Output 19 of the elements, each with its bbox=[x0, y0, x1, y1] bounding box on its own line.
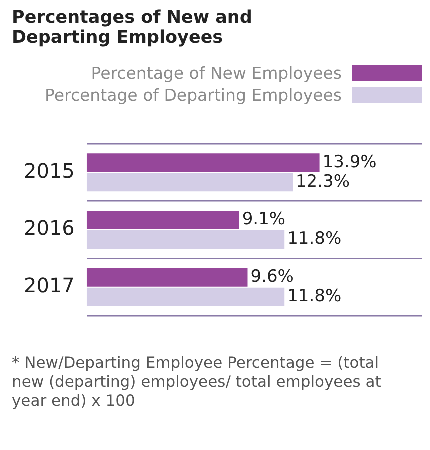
data-label: 9.6% bbox=[250, 267, 294, 288]
data-label: 11.8% bbox=[288, 229, 342, 250]
bar bbox=[86, 268, 248, 287]
data-label: 11.8% bbox=[288, 286, 342, 306]
bar bbox=[86, 173, 293, 192]
bar bbox=[86, 154, 320, 172]
data-label: 13.9% bbox=[322, 152, 377, 172]
data-label: 12.3% bbox=[296, 172, 350, 192]
y-tick-label: 2017 bbox=[24, 274, 75, 298]
data-label: 9.1% bbox=[242, 210, 286, 230]
y-tick-label: 2015 bbox=[24, 158, 75, 183]
legend-label: Percentage of Departing Employees bbox=[45, 86, 342, 104]
bar bbox=[86, 230, 285, 250]
bar bbox=[86, 288, 285, 306]
legend-label: Percentage of New Employees bbox=[91, 64, 342, 82]
y-tick-label: 2016 bbox=[24, 216, 75, 240]
bar bbox=[86, 210, 240, 230]
text: * New/Departing Employee Percentage = (total new (departing) employees/ total employees at year end) x 100 bbox=[12, 354, 382, 411]
chart-title: Percentages of New and Departing Employees bbox=[12, 8, 254, 48]
